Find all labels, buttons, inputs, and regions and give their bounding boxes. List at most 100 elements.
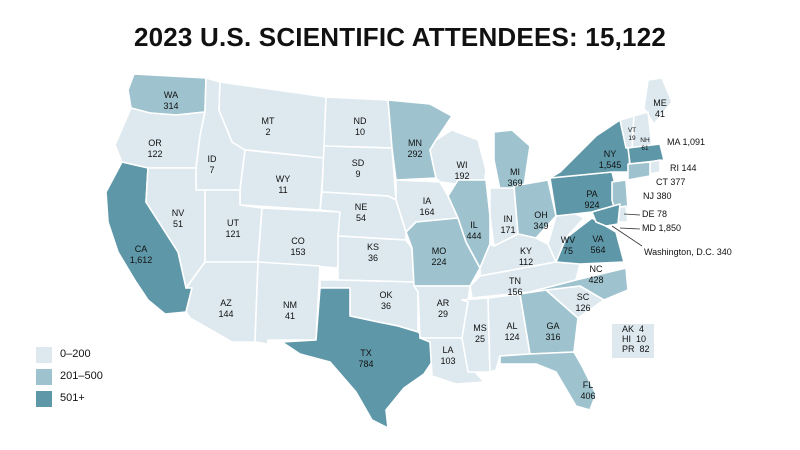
state-nm [254,261,321,345]
state-value-wi: 192 [454,171,469,181]
state-code-ia: IA [423,196,432,206]
state-value-mn: 292 [407,149,422,159]
legend-label: 0–200 [60,348,91,360]
state-code-ks: KS [367,242,379,252]
state-code-ny: NY [604,149,617,159]
state-callout-md: MD 1,850 [642,223,681,233]
state-md [591,203,621,227]
state-value-nv: 51 [173,219,183,229]
legend-item-mid: 201–500 [36,369,196,385]
state-value-ut: 121 [225,229,240,239]
state-code-ca: CA [135,244,148,254]
state-value-me: 41 [655,109,665,119]
state-code-sc: SC [577,292,590,302]
state-code-in: IN [504,214,513,224]
map-title: 2023 U.S. SCIENTIFIC ATTENDEES: 15,122 [133,22,667,52]
state-value-in: 171 [500,225,515,235]
state-value-oh: 349 [533,221,548,231]
state-code-pa: PA [586,189,597,199]
state-oh [513,179,557,239]
state-value-nc: 428 [588,275,603,285]
legend-swatch [36,369,52,385]
state-code-ne: NE [355,202,368,212]
territories-box: AK 4 HI 10 PR 82 [612,324,654,358]
state-code-nh: NH [640,137,650,144]
state-callout-nj: NJ 380 [643,191,672,201]
state-value-ne: 54 [356,213,366,223]
state-value-wy: 11 [278,185,287,195]
state-value-ny: 1,545 [599,160,622,170]
legend-swatch [36,391,52,407]
state-code-tx: TX [360,348,372,358]
state-value-il: 444 [466,231,481,241]
state-code-al: AL [506,321,517,331]
state-code-ut: UT [227,218,239,228]
state-value-sc: 126 [575,303,590,313]
state-code-ms: MS [473,323,487,333]
state-tn [469,261,581,299]
state-value-mi: 369 [507,178,522,188]
state-code-wy: WY [276,174,291,184]
state-value-nh: 61 [641,145,649,152]
state-value-ms: 25 [475,334,485,344]
state-code-nd: ND [354,116,367,126]
state-value-wa: 314 [163,101,178,111]
state-code-co: CO [291,236,305,246]
state-value-ks: 36 [368,253,378,263]
state-value-id: 7 [209,165,214,175]
state-value-pa: 924 [584,200,599,210]
state-value-co: 153 [290,247,305,257]
state-value-nd: 10 [355,127,365,137]
state-callout-dc: Washington, D.C. 340 [644,247,732,257]
state-code-ky: KY [520,246,532,256]
state-value-or: 122 [147,149,162,159]
state-code-il: IL [470,220,478,230]
legend-item-high: 501+ [36,391,196,407]
state-tx [281,287,433,429]
state-code-wi: WI [457,160,468,170]
state-value-ar: 29 [438,309,448,319]
state-code-ar: AR [437,298,450,308]
state-code-id: ID [208,154,218,164]
state-value-vt: 19 [628,135,636,142]
state-code-la: LA [442,345,453,355]
state-wy [239,149,325,211]
state-code-az: AZ [220,298,232,308]
state-code-nc: NC [590,264,603,274]
state-ri [649,159,661,175]
state-ct [627,161,651,181]
state-code-mi: MI [510,167,520,177]
state-value-wv: 75 [563,246,573,256]
state-value-tx: 784 [358,359,373,369]
state-me [643,77,673,125]
legend-label: 501+ [60,392,85,404]
state-code-nm: NM [283,300,297,310]
state-callout-ma: MA 1,091 [667,137,705,147]
state-value-fl: 406 [580,391,595,401]
state-callout-de: DE 78 [642,209,667,219]
state-code-mn: MN [408,138,422,148]
territory-hi: HI 10 [622,334,647,344]
state-value-al: 124 [504,332,519,342]
state-code-oh: OH [534,210,548,220]
state-fl [499,351,597,411]
state-value-ky: 112 [519,257,533,267]
state-value-va: 564 [590,245,605,255]
state-value-ok: 36 [381,301,391,311]
legend-label: 201–500 [60,370,103,382]
state-ma [627,143,665,165]
state-value-ca: 1,612 [130,255,153,265]
state-code-wv: WV [561,235,576,245]
state-value-la: 103 [440,356,455,366]
state-code-or: OR [148,138,162,148]
state-code-wa: WA [164,90,178,100]
state-code-sd: SD [352,158,365,168]
state-code-vt: VT [628,127,636,134]
legend-item-low: 0–200 [36,347,196,363]
state-nc [529,267,629,301]
state-value-sd: 9 [355,169,360,179]
state-value-nm: 41 [285,311,295,321]
state-code-mt: MT [262,116,275,126]
state-code-mo: MO [432,246,447,256]
